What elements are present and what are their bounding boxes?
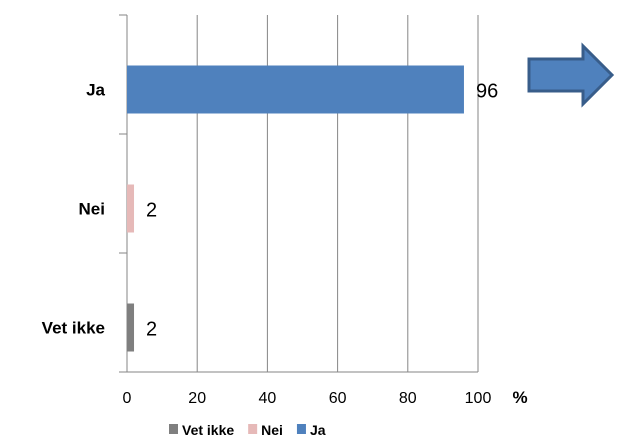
category-label: Nei	[79, 200, 105, 219]
bars	[127, 65, 464, 352]
data-label: 96	[476, 81, 498, 103]
right-arrow-icon	[527, 42, 615, 108]
x-tick-label: 80	[399, 390, 417, 407]
data-label: 2	[146, 319, 157, 341]
legend-entry-label: Ja	[310, 422, 326, 438]
bar	[127, 303, 135, 352]
legend-swatch	[296, 424, 306, 434]
x-tick-label: 40	[259, 390, 277, 407]
arrow-group	[527, 42, 615, 108]
data-label: 2	[146, 200, 157, 222]
legend-entry-label: Vet ikke	[182, 422, 234, 438]
legend-swatch	[248, 424, 258, 434]
labels: 0 20 40 60 80 100 Ja 96 Nei 2 Vet ikke 2%	[42, 81, 528, 408]
bar	[127, 184, 135, 233]
legend-entry-label: Nei	[261, 422, 283, 438]
legend-swatch	[169, 424, 178, 434]
bar	[127, 65, 464, 114]
x-tick-label: 0	[123, 390, 132, 407]
category-label: Vet ikke	[42, 319, 105, 338]
x-tick-label: 60	[329, 390, 347, 407]
category-label: Ja	[86, 81, 105, 100]
legend: Vet ikke Nei Ja	[169, 422, 326, 438]
x-tick-label: 100	[465, 390, 492, 407]
x-tick-label: 20	[188, 390, 206, 407]
x-unit-label: %	[512, 388, 527, 407]
